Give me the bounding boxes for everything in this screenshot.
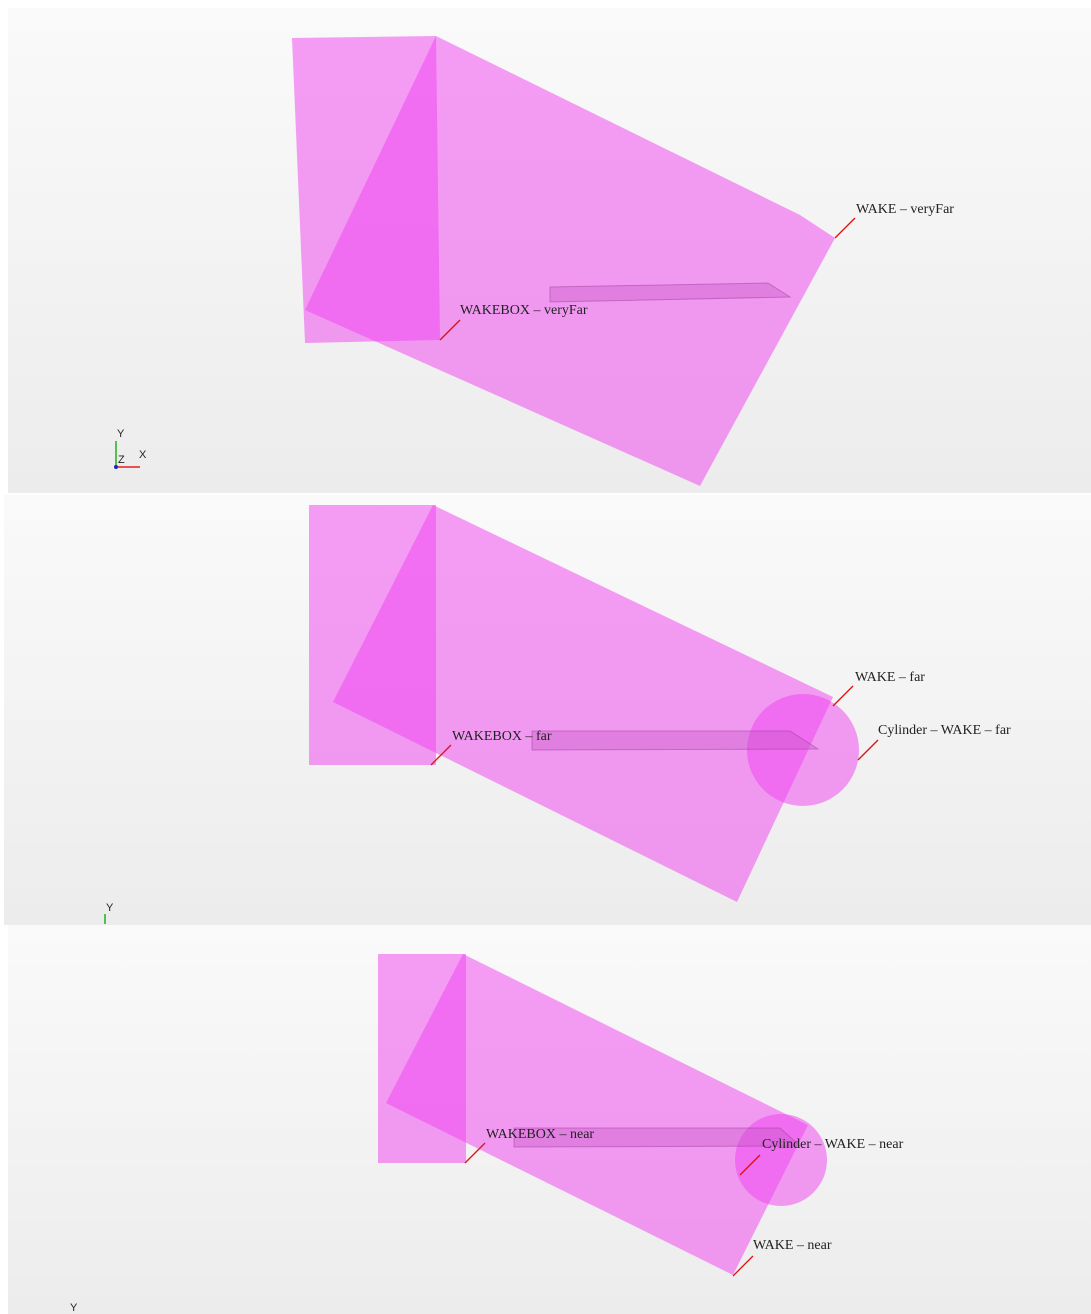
- label: WAKE – near: [753, 1238, 832, 1253]
- cylinder: [747, 694, 859, 806]
- label: WAKE – veryFar: [856, 202, 954, 217]
- panel: WAKEBOX – near Cylinder – WAKE – near WA…: [8, 925, 1091, 1314]
- label: Cylinder – WAKE – near: [762, 1137, 904, 1152]
- panel: WAKE – far Cylinder – WAKE – far WAKEBOX…: [4, 495, 1091, 925]
- label: WAKE – far: [855, 670, 925, 685]
- panel: WAKE – veryFar WAKEBOX – veryFar Y Z X: [8, 8, 1091, 493]
- label: WAKEBOX – far: [452, 729, 552, 744]
- axis-label: Z: [118, 454, 125, 466]
- label: WAKEBOX – near: [486, 1127, 594, 1142]
- axis-label: X: [139, 449, 147, 461]
- wing: [532, 731, 818, 750]
- viewport: WAKE – veryFar WAKEBOX – veryFar Y Z X W…: [0, 0, 1091, 1314]
- label: Cylinder – WAKE – far: [878, 723, 1011, 738]
- axis-label: Y: [106, 902, 114, 914]
- label: WAKEBOX – veryFar: [460, 303, 588, 318]
- axis-label: Y: [70, 1302, 78, 1314]
- axis-label: Y: [117, 428, 125, 440]
